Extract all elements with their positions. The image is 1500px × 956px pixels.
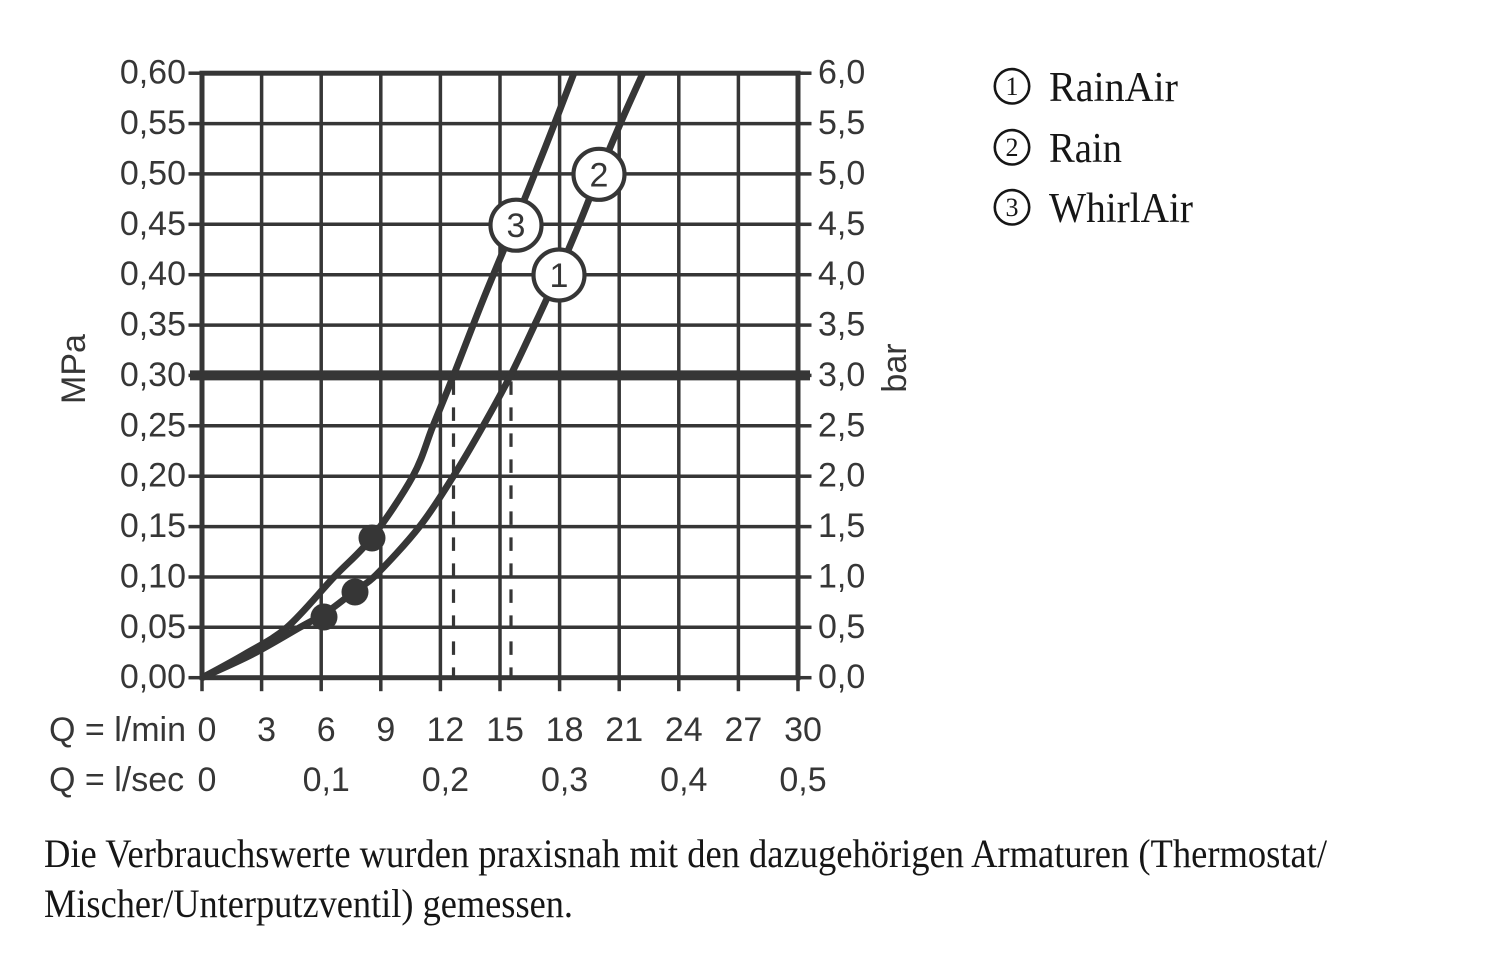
svg-text:0,40: 0,40 [120, 255, 186, 293]
svg-text:1: 1 [1006, 72, 1019, 101]
svg-text:3,0: 3,0 [818, 356, 865, 394]
svg-text:2: 2 [590, 156, 609, 194]
svg-text:0,00: 0,00 [120, 658, 186, 696]
svg-text:0,20: 0,20 [120, 457, 186, 495]
svg-text:0,2: 0,2 [422, 761, 469, 799]
svg-text:21: 21 [605, 711, 643, 749]
svg-text:RainAir: RainAir [1049, 65, 1178, 111]
svg-text:Die Verbrauchswerte wurden pra: Die Verbrauchswerte wurden praxisnah mit… [44, 831, 1328, 876]
svg-text:6,0: 6,0 [818, 54, 865, 92]
svg-text:0,45: 0,45 [120, 205, 186, 243]
svg-text:24: 24 [665, 711, 703, 749]
svg-text:0,5: 0,5 [779, 761, 826, 799]
svg-text:0,3: 0,3 [541, 761, 588, 799]
svg-text:4,0: 4,0 [818, 255, 865, 293]
svg-text:0,0: 0,0 [818, 658, 865, 696]
svg-text:0: 0 [198, 711, 217, 749]
svg-text:1: 1 [550, 257, 569, 295]
svg-text:9: 9 [376, 711, 395, 749]
svg-text:Mischer/Unterputzventil) gemes: Mischer/Unterputzventil) gemessen. [44, 881, 573, 926]
svg-text:30: 30 [784, 711, 822, 749]
svg-text:0,35: 0,35 [120, 306, 186, 344]
svg-text:Q = l/min: Q = l/min [49, 711, 186, 749]
svg-text:0,55: 0,55 [120, 104, 186, 142]
svg-text:MPa: MPa [55, 334, 93, 404]
svg-text:0,10: 0,10 [120, 558, 186, 596]
svg-text:27: 27 [724, 711, 762, 749]
svg-text:1,0: 1,0 [818, 558, 865, 596]
svg-text:Q = l/sec: Q = l/sec [49, 761, 184, 799]
svg-text:1,5: 1,5 [818, 507, 865, 545]
svg-text:3: 3 [257, 711, 276, 749]
svg-text:0,5: 0,5 [818, 608, 865, 646]
svg-text:0,15: 0,15 [120, 507, 186, 545]
svg-text:2,5: 2,5 [818, 406, 865, 444]
svg-text:3: 3 [1006, 193, 1019, 222]
svg-text:0,1: 0,1 [303, 761, 350, 799]
svg-text:18: 18 [546, 711, 584, 749]
svg-text:4,5: 4,5 [818, 205, 865, 243]
svg-text:3: 3 [507, 207, 526, 245]
svg-text:5,5: 5,5 [818, 104, 865, 142]
svg-text:15: 15 [486, 711, 524, 749]
svg-text:0,60: 0,60 [120, 54, 186, 92]
svg-text:0,25: 0,25 [120, 406, 186, 444]
svg-text:3,5: 3,5 [818, 306, 865, 344]
svg-text:0,30: 0,30 [120, 356, 186, 394]
svg-text:12: 12 [426, 711, 464, 749]
svg-text:2,0: 2,0 [818, 457, 865, 495]
svg-text:0,05: 0,05 [120, 608, 186, 646]
svg-text:WhirlAir: WhirlAir [1049, 186, 1193, 232]
svg-text:0: 0 [198, 761, 217, 799]
svg-text:Rain: Rain [1049, 126, 1122, 172]
svg-text:5,0: 5,0 [818, 154, 865, 192]
svg-text:2: 2 [1006, 133, 1019, 162]
svg-text:6: 6 [317, 711, 336, 749]
svg-text:0,4: 0,4 [660, 761, 707, 799]
svg-text:bar: bar [876, 343, 914, 392]
svg-text:0,50: 0,50 [120, 154, 186, 192]
